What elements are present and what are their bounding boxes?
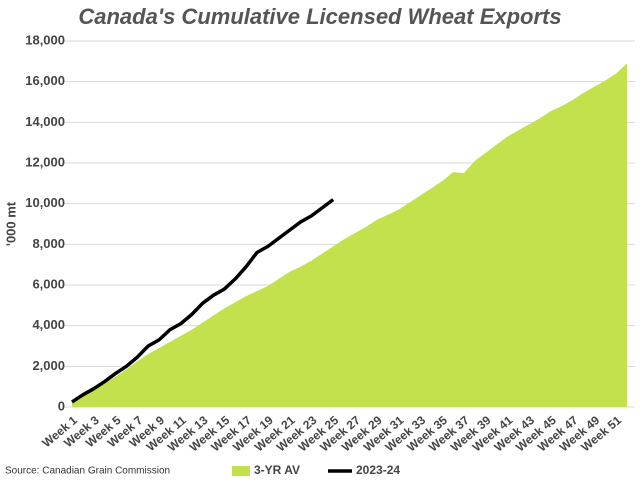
line bbox=[71, 198, 335, 404]
y-tick-label: 16,000 bbox=[25, 73, 65, 88]
plot-area: 0 2,000 4,000 6,000 8,000 10,000 12,000 14,000 1… bbox=[25, 32, 635, 454]
area bbox=[72, 63, 627, 407]
y-tick-label: 8,000 bbox=[32, 236, 65, 251]
legend: 3-YR AV 2023-24 bbox=[232, 463, 400, 477]
y-tick-label: 4,000 bbox=[32, 317, 65, 332]
y-tick-label: 18,000 bbox=[25, 32, 65, 47]
y-tick-label: 0 bbox=[58, 398, 65, 413]
legend-label: 2023-24 bbox=[356, 463, 400, 477]
y-axis-label: '000 mt bbox=[3, 201, 18, 246]
y-tick-label: 2,000 bbox=[32, 358, 65, 373]
chart-title: Canada's Cumulative Licensed Wheat Expor… bbox=[78, 4, 561, 29]
legend-swatch bbox=[232, 466, 250, 476]
source-note: Source: Canadian Grain Commission bbox=[5, 466, 170, 477]
legend-label: 3-YR AV bbox=[254, 463, 300, 477]
y-tick-label: 14,000 bbox=[25, 114, 65, 129]
y-tick-label: 6,000 bbox=[32, 276, 65, 291]
y-tick-label: 10,000 bbox=[25, 195, 65, 210]
y-tick-label: 12,000 bbox=[25, 154, 65, 169]
